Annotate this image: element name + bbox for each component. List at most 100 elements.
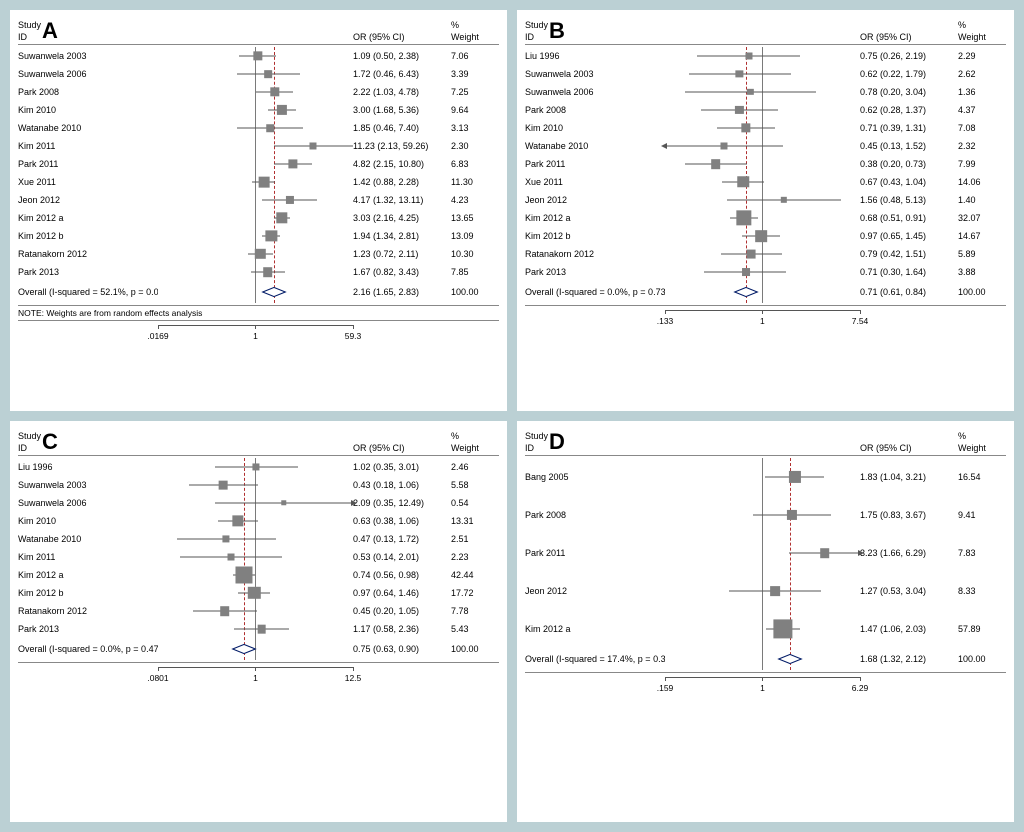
or-ci-text: 0.53 (0.14, 2.01): [353, 552, 451, 562]
axis-tick-label: .0801: [147, 673, 168, 683]
study-row: Kim 2011 11.23 (2.13, 59.26) 2.30: [18, 137, 499, 155]
header-weight: Weight: [958, 32, 1006, 42]
or-ci-text: 0.38 (0.20, 0.73): [860, 159, 958, 169]
study-row: Suwanwela 2003 0.62 (0.22, 1.79) 2.62: [525, 65, 1006, 83]
weight-text: 7.85: [451, 267, 499, 277]
axis-tick-label: 7.54: [852, 316, 869, 326]
study-label: Kim 2010: [525, 123, 665, 133]
weight-text: 17.72: [451, 588, 499, 598]
or-ci-text: 0.67 (0.43, 1.04): [860, 177, 958, 187]
overall-row: Overall (I-squared = 17.4%, p = 0.304) 1…: [525, 648, 1006, 670]
study-row: Park 2011 0.38 (0.20, 0.73) 7.99: [525, 155, 1006, 173]
header-or: OR (95% CI): [353, 32, 451, 42]
study-row: Kim 2010 0.63 (0.38, 1.06) 13.31: [18, 512, 499, 530]
study-row: Watanabe 2010 1.85 (0.46, 7.40) 3.13: [18, 119, 499, 137]
weight-text: 13.31: [451, 516, 499, 526]
study-label: Suwanwela 2006: [525, 87, 665, 97]
weight-text: 7.78: [451, 606, 499, 616]
or-ci-text: 0.45 (0.13, 1.52): [860, 141, 958, 151]
axis-tick-label: 1: [760, 316, 765, 326]
weight-text: 13.09: [451, 231, 499, 241]
or-ci-text: 0.68 (0.51, 0.91): [860, 213, 958, 223]
study-label: Kim 2010: [18, 105, 158, 115]
or-ci-text: 0.97 (0.64, 1.46): [353, 588, 451, 598]
overall-or-text: 2.16 (1.65, 2.83): [353, 287, 451, 297]
study-row: Park 2011 4.82 (2.15, 10.80) 6.83: [18, 155, 499, 173]
study-label: Park 2008: [18, 87, 158, 97]
header-or: OR (95% CI): [353, 443, 451, 453]
or-ci-text: 3.00 (1.68, 5.36): [353, 105, 451, 115]
or-ci-text: 1.09 (0.50, 2.38): [353, 51, 451, 61]
or-ci-text: 0.43 (0.18, 1.06): [353, 480, 451, 490]
weight-text: 2.30: [451, 141, 499, 151]
header-weight: Weight: [451, 32, 499, 42]
study-label: Kim 2012 a: [18, 213, 158, 223]
weight-text: 9.64: [451, 105, 499, 115]
or-ci-text: 1.67 (0.82, 3.43): [353, 267, 451, 277]
or-ci-text: 1.42 (0.88, 2.28): [353, 177, 451, 187]
study-row: Suwanwela 2006 1.72 (0.46, 6.43) 3.39: [18, 65, 499, 83]
study-row: Park 2008 0.62 (0.28, 1.37) 4.37: [525, 101, 1006, 119]
weight-text: 7.06: [451, 51, 499, 61]
x-axis: .15916.29: [665, 675, 860, 699]
study-label: Park 2013: [18, 624, 158, 634]
study-row: Liu 1996 1.02 (0.35, 3.01) 2.46: [18, 458, 499, 476]
overall-or-text: 0.75 (0.63, 0.90): [353, 644, 451, 654]
weight-text: 11.30: [451, 177, 499, 187]
study-label: Kim 2012 b: [525, 231, 665, 241]
study-row: Xue 2011 1.42 (0.88, 2.28) 11.30: [18, 173, 499, 191]
study-row: Jeon 2012 4.17 (1.32, 13.11) 4.23: [18, 191, 499, 209]
weight-text: 3.13: [451, 123, 499, 133]
axis-tick-label: 1: [253, 673, 258, 683]
or-ci-text: 1.94 (1.34, 2.81): [353, 231, 451, 241]
overall-or-text: 1.68 (1.32, 2.12): [860, 654, 958, 664]
panel-letter: C: [42, 429, 58, 455]
weight-text: 16.54: [958, 472, 1006, 482]
study-row: Kim 2010 0.71 (0.39, 1.31) 7.08: [525, 119, 1006, 137]
axis-tick-label: 1: [253, 331, 258, 341]
weight-text: 13.65: [451, 213, 499, 223]
study-row: Kim 2011 0.53 (0.14, 2.01) 2.23: [18, 548, 499, 566]
or-ci-text: 0.62 (0.28, 1.37): [860, 105, 958, 115]
study-row: Kim 2012 a 1.47 (1.06, 2.03) 57.89: [525, 610, 1006, 648]
overall-row: Overall (I-squared = 0.0%, p = 0.476) 0.…: [18, 638, 499, 660]
x-axis: .0169159.3: [158, 323, 353, 347]
or-ci-text: 1.83 (1.04, 3.21): [860, 472, 958, 482]
study-label: Suwanwela 2006: [18, 498, 158, 508]
or-ci-text: 2.22 (1.03, 4.78): [353, 87, 451, 97]
or-ci-text: 1.17 (0.58, 2.36): [353, 624, 451, 634]
study-row: Ratanakorn 2012 0.45 (0.20, 1.05) 7.78: [18, 602, 499, 620]
axis-tick-label: 6.29: [852, 683, 869, 693]
header-study: Study: [18, 20, 158, 30]
or-ci-text: 0.63 (0.38, 1.06): [353, 516, 451, 526]
study-row: Xue 2011 0.67 (0.43, 1.04) 14.06: [525, 173, 1006, 191]
weight-text: 5.89: [958, 249, 1006, 259]
x-axis: .13317.54: [665, 308, 860, 332]
weight-text: 2.62: [958, 69, 1006, 79]
header-percent: %: [958, 20, 1006, 30]
study-label: Ratanakorn 2012: [18, 249, 158, 259]
overall-weight: 100.00: [451, 287, 499, 297]
or-ci-text: 1.75 (0.83, 3.67): [860, 510, 958, 520]
study-row: Jeon 2012 1.56 (0.48, 5.13) 1.40: [525, 191, 1006, 209]
study-label: Watanabe 2010: [18, 534, 158, 544]
weight-text: 32.07: [958, 213, 1006, 223]
study-label: Park 2008: [525, 105, 665, 115]
weight-text: 8.33: [958, 586, 1006, 596]
weight-text: 4.23: [451, 195, 499, 205]
study-label: Jeon 2012: [18, 195, 158, 205]
header-id: ID: [525, 443, 665, 453]
weight-text: 9.41: [958, 510, 1006, 520]
study-label: Kim 2012 b: [18, 588, 158, 598]
study-row: Watanabe 2010 0.45 (0.13, 1.52) 2.32: [525, 137, 1006, 155]
or-ci-text: 1.23 (0.72, 2.11): [353, 249, 451, 259]
study-row: Jeon 2012 1.27 (0.53, 3.04) 8.33: [525, 572, 1006, 610]
study-row: Bang 2005 1.83 (1.04, 3.21) 16.54: [525, 458, 1006, 496]
or-ci-text: 0.75 (0.26, 2.19): [860, 51, 958, 61]
study-label: Park 2011: [525, 159, 665, 169]
study-row: Park 2013 1.17 (0.58, 2.36) 5.43: [18, 620, 499, 638]
study-label: Bang 2005: [525, 472, 665, 482]
study-row: Park 2013 0.71 (0.30, 1.64) 3.88: [525, 263, 1006, 281]
panel-letter: A: [42, 18, 58, 44]
study-row: Ratanakorn 2012 0.79 (0.42, 1.51) 5.89: [525, 245, 1006, 263]
